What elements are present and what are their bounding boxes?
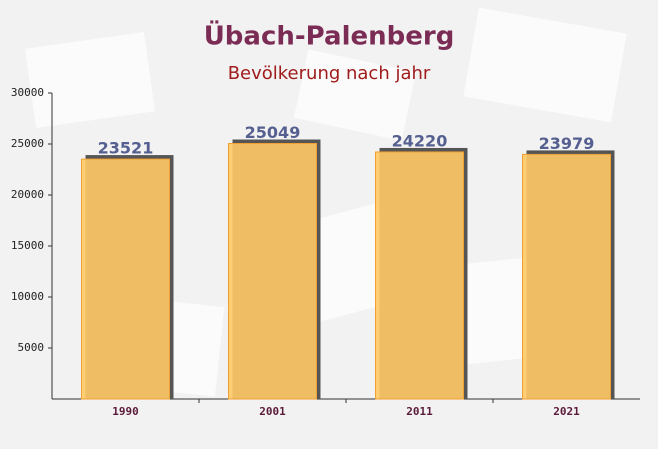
value-label: 25049 xyxy=(245,123,301,142)
chart-title: Übach-Palenberg xyxy=(204,19,455,52)
x-tick-label: 1990 xyxy=(112,405,139,418)
x-tick-label: 2021 xyxy=(553,405,580,418)
x-tick-label: 2001 xyxy=(259,405,286,418)
value-label: 24220 xyxy=(392,131,448,150)
bar xyxy=(81,158,170,400)
chart-subtitle: Bevölkerung nach jahr xyxy=(228,63,431,84)
y-tick-label: 10000 xyxy=(11,290,44,303)
y-tick-label: 25000 xyxy=(11,137,44,150)
y-tick-label: 30000 xyxy=(11,86,44,99)
x-tick-label: 2011 xyxy=(406,405,433,418)
bar xyxy=(228,143,317,400)
value-label: 23979 xyxy=(539,134,595,153)
value-label: 23521 xyxy=(98,139,154,158)
y-tick-label: 5000 xyxy=(18,341,45,354)
y-tick-label: 15000 xyxy=(11,239,44,252)
bar xyxy=(522,153,611,400)
bar xyxy=(375,151,464,400)
y-tick-label: 20000 xyxy=(11,188,44,201)
